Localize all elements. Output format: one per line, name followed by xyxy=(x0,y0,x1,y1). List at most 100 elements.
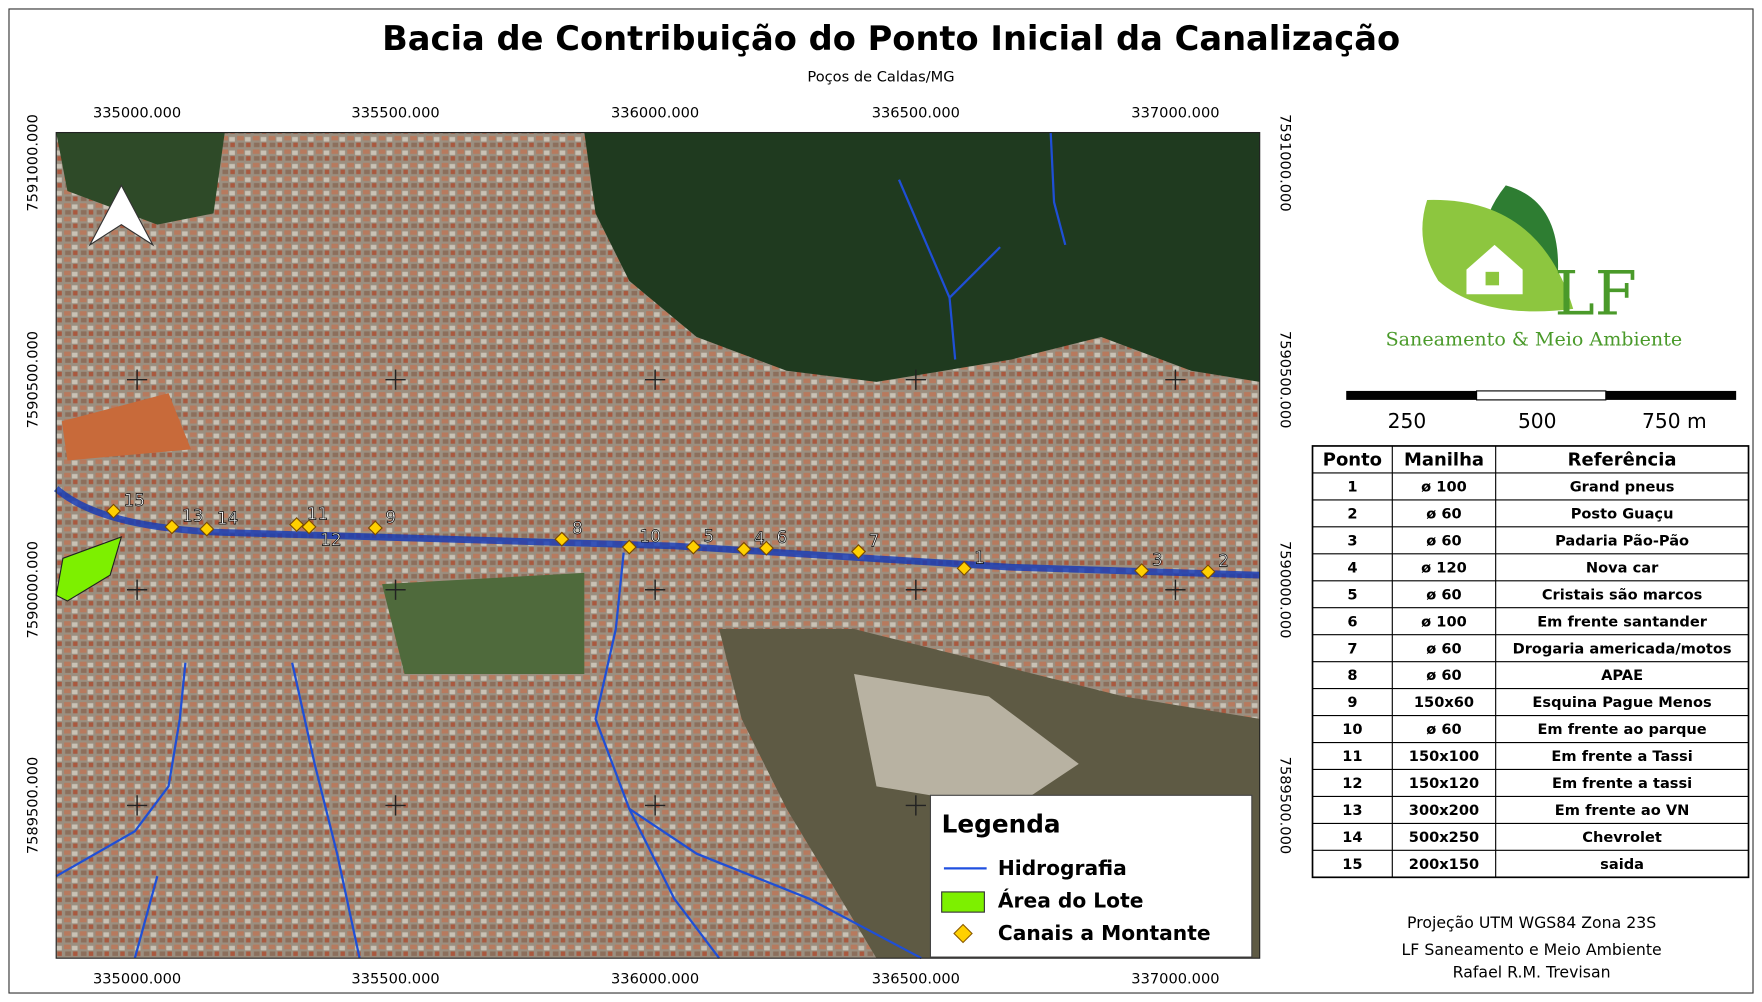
table-header: Ponto xyxy=(1323,450,1382,471)
legend-swatch xyxy=(941,891,985,913)
table-cell: 14 xyxy=(1342,829,1362,846)
table-cell: Em frente santander xyxy=(1537,613,1708,630)
y-coord-label: 7590000.000 xyxy=(1276,541,1293,638)
table-cell: 150x120 xyxy=(1409,775,1479,792)
legend-item: Hidrografia xyxy=(998,856,1127,880)
page-frame xyxy=(8,8,1754,994)
forest xyxy=(56,132,225,225)
park xyxy=(382,572,585,674)
table-cell: 300x200 xyxy=(1409,802,1479,819)
x-coord-label: 337000.000 xyxy=(1131,104,1219,121)
x-coord-label: 335000.000 xyxy=(93,971,181,988)
point-marker xyxy=(301,519,317,535)
x-coord-label: 336000.000 xyxy=(611,971,699,988)
point-label: 15 xyxy=(124,490,145,510)
table-cell: 12 xyxy=(1342,775,1362,792)
point-marker xyxy=(164,519,180,535)
x-coord-label: 336500.000 xyxy=(872,971,960,988)
table-cell: ø 120 xyxy=(1421,559,1467,576)
table-cell: ø 100 xyxy=(1421,613,1467,630)
legend-item: Área do Lote xyxy=(998,889,1144,913)
table-cell: 3 xyxy=(1347,532,1357,549)
table-cell: 6 xyxy=(1347,613,1357,630)
logo: LF Saneamento & Meio Ambiente xyxy=(1386,185,1682,350)
table-cell: Em frente a tassi xyxy=(1552,775,1692,792)
table-cell: Esquina Pague Menos xyxy=(1532,694,1711,711)
cemetery xyxy=(854,673,1079,809)
scale-segment xyxy=(1346,390,1477,400)
point-label: 13 xyxy=(182,506,203,526)
point-marker xyxy=(758,540,774,556)
scale-label: 750 m xyxy=(1642,409,1707,433)
x-coord-label: 337000.000 xyxy=(1131,971,1219,988)
canal xyxy=(53,486,1260,579)
point-marker xyxy=(367,520,383,536)
x-coord-label: 336000.000 xyxy=(611,104,699,121)
table-cell: Chevrolet xyxy=(1582,829,1662,846)
title: Bacia de Contribuição do Ponto Inicial d… xyxy=(382,19,1400,58)
point-marker xyxy=(105,503,122,519)
table-cell: Em frente ao VN xyxy=(1555,802,1690,819)
y-coord-label: 7589500.000 xyxy=(1276,757,1293,854)
table-cell: 9 xyxy=(1347,694,1357,711)
table-cell: ø 60 xyxy=(1426,721,1461,738)
reference-table: Ponto Manilha Referência 1 ø 100 Grand pneus 2… xyxy=(1311,445,1750,879)
point-marker xyxy=(554,531,570,547)
point-marker xyxy=(1200,564,1216,580)
point-label: 8 xyxy=(572,518,583,538)
scale-segment xyxy=(1476,390,1607,401)
point-marker xyxy=(289,517,305,533)
table-cell: APAE xyxy=(1601,667,1643,684)
footer-line: LF Saneamento e Meio Ambiente xyxy=(1402,940,1662,959)
grid-crosses xyxy=(126,369,1186,816)
point-marker xyxy=(736,541,752,557)
x-coord-label: 335000.000 xyxy=(93,104,181,121)
y-coord-label: 7591000.000 xyxy=(1276,114,1293,211)
y-coord-label: 7591000.000 xyxy=(25,114,42,211)
table-cell: 15 xyxy=(1342,856,1362,873)
x-coord-label: 336500.000 xyxy=(872,104,960,121)
table-cell: 150x60 xyxy=(1414,694,1474,711)
bare-soil xyxy=(61,393,192,461)
table-cell: ø 60 xyxy=(1426,586,1461,603)
point-marker xyxy=(1134,563,1150,579)
point-marker xyxy=(685,539,701,555)
y-coord-label: 7590500.000 xyxy=(1276,331,1293,428)
table-cell: Cristais são marcos xyxy=(1542,586,1702,603)
table-cell: Padaria Pão-Pão xyxy=(1555,532,1689,549)
table-cell: 11 xyxy=(1342,748,1362,765)
logo-window xyxy=(1485,271,1500,286)
table-cell: 7 xyxy=(1347,640,1357,657)
table-cell: ø 100 xyxy=(1421,479,1467,496)
x-coord-label: 335500.000 xyxy=(351,104,439,121)
table-cell: saida xyxy=(1600,856,1644,873)
table-cell: 10 xyxy=(1342,721,1362,738)
rivers xyxy=(55,132,1067,960)
point-marker xyxy=(850,544,867,560)
subtitle: Poços de Caldas/MG xyxy=(807,69,954,86)
point-label: 9 xyxy=(385,507,396,527)
table-cell: ø 60 xyxy=(1426,532,1461,549)
footer-line: Projeção UTM WGS84 Zona 23S xyxy=(1407,913,1656,932)
table-header: Referência xyxy=(1568,450,1677,471)
logo-mark: LF xyxy=(1554,259,1636,329)
table-cell: 1 xyxy=(1347,479,1357,496)
y-coord-label: 7589500.000 xyxy=(25,757,42,854)
point-label: 12 xyxy=(320,529,341,549)
point-label: 14 xyxy=(217,508,238,528)
north-arrow xyxy=(88,184,155,247)
table-cell: Grand pneus xyxy=(1570,479,1675,496)
y-coord-label: 7590500.000 xyxy=(25,331,42,428)
point-marker xyxy=(956,560,972,576)
y-coord-label: 7590000.000 xyxy=(25,541,42,638)
table-cell: ø 60 xyxy=(1426,667,1461,684)
point-label: 2 xyxy=(1218,551,1229,571)
lot-area xyxy=(55,536,123,602)
point-label: 1 xyxy=(974,547,985,567)
table-cell: ø 60 xyxy=(1426,505,1461,522)
table-header: Manilha xyxy=(1404,450,1484,471)
legend-item: Canais a Montante xyxy=(998,921,1211,945)
point-marker xyxy=(621,539,637,555)
legend-marker xyxy=(953,923,973,944)
